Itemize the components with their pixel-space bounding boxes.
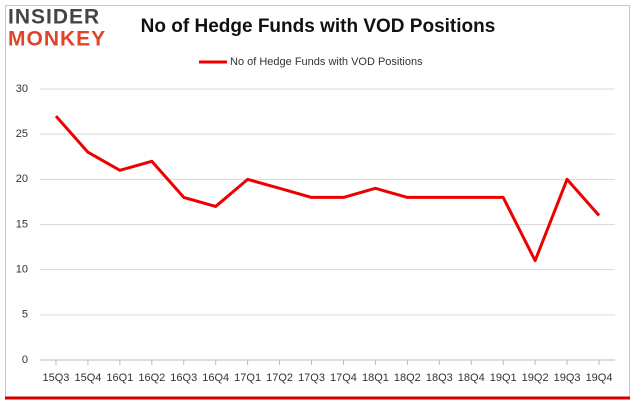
x-tick-label: 16Q3 [170,372,197,384]
y-tick-label: 5 [22,309,28,321]
x-tick-label: 18Q1 [362,372,389,384]
y-tick-label: 20 [16,173,28,185]
chart-title: No of Hedge Funds with VOD Positions [141,16,496,37]
x-tick-label: 16Q4 [202,372,229,384]
y-tick-label: 30 [16,83,28,95]
x-tick-label: 15Q3 [43,372,70,384]
x-tick-label: 17Q4 [330,372,357,384]
logo-line1: INSIDER [8,6,100,29]
y-tick-label: 10 [16,264,28,276]
y-tick-label: 15 [16,218,28,230]
y-tick-label: 0 [22,354,28,366]
x-tick-label: 18Q4 [458,372,485,384]
legend-label: No of Hedge Funds with VOD Positions [230,56,423,68]
x-tick-label: 16Q1 [106,372,133,384]
x-tick-label: 18Q3 [426,372,453,384]
x-tick-label: 19Q3 [554,372,581,384]
x-tick-label: 19Q4 [586,372,613,384]
x-tick-label: 19Q2 [522,372,549,384]
x-tick-label: 17Q3 [298,372,325,384]
logo-line2: MONKEY [8,28,106,51]
x-tick-label: 15Q4 [74,372,101,384]
y-tick-label: 25 [16,128,28,140]
line-series [54,115,601,263]
x-tick-label: 16Q2 [138,372,165,384]
x-tick-label: 19Q1 [490,372,517,384]
x-tick-label: 17Q2 [266,372,293,384]
x-tick-label: 17Q1 [234,372,261,384]
x-tick-label: 18Q2 [394,372,421,384]
